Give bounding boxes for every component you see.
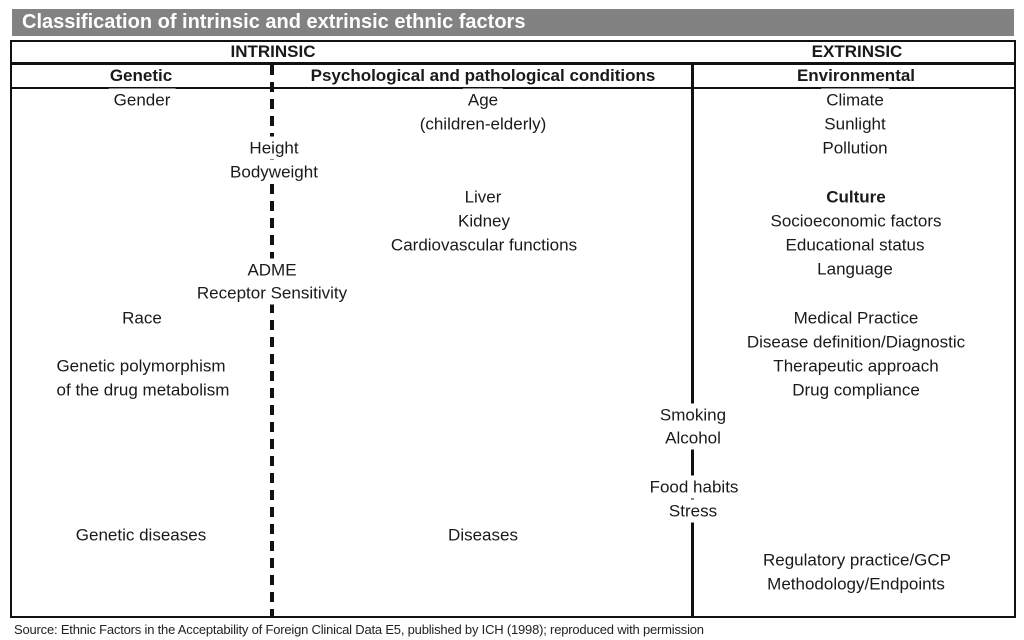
label-height: Height [244,136,304,160]
label-age-range: (children-elderly) [414,112,552,136]
label-receptor-sensitivity: Receptor Sensitivity [191,281,353,305]
label-stress: Stress [663,499,723,523]
label-age: Age [462,88,504,112]
label-educational-status: Educational status [780,233,930,257]
label-food-habits: Food habits [644,475,744,499]
label-regulatory-practice-gcp: Regulatory practice/GCP [757,548,957,572]
label-alcohol: Alcohol [660,426,726,450]
label-genetic-polymorphism-line1: Genetic polymorphism [51,354,231,378]
genetic-column-header: Genetic [109,66,173,85]
label-language: Language [812,257,898,281]
header-divider-line-2 [10,87,1016,89]
source-attribution: Source: Ethnic Factors in the Acceptabil… [14,622,704,637]
label-pollution: Pollution [817,136,893,160]
label-diseases: Diseases [443,523,523,547]
label-sunlight: Sunlight [819,112,891,136]
label-methodology-endpoints: Methodology/Endpoints [762,572,950,596]
environmental-column-header: Environmental [796,66,916,85]
intrinsic-extrinsic-divider-line [691,65,694,616]
label-socioeconomic-factors: Socioeconomic factors [765,209,947,233]
label-smoking: Smoking [654,403,732,427]
label-genetic-diseases: Genetic diseases [70,523,212,547]
label-bodyweight: Bodyweight [225,160,323,184]
label-disease-definition-diagnostic: Disease definition/Diagnostic [741,330,971,354]
label-therapeutic-approach: Therapeutic approach [768,354,944,378]
figure-title-bar: Classification of intrinsic and extrinsi… [12,9,1014,36]
label-climate: Climate [821,88,889,112]
label-adme: ADME [242,258,302,282]
intrinsic-header: INTRINSIC [230,42,316,61]
label-drug-compliance: Drug compliance [787,378,925,402]
figure-title: Classification of intrinsic and extrinsi… [22,11,526,33]
genetic-psychological-dashed-divider-line [270,65,274,616]
label-liver: Liver [459,185,507,209]
label-gender: Gender [108,88,176,112]
label-medical-practice: Medical Practice [788,306,924,330]
header-divider-line-1 [10,62,1016,65]
label-genetic-polymorphism-line2: of the drug metabolism [51,378,235,402]
label-culture: Culture [821,185,891,209]
extrinsic-header: EXTRINSIC [811,42,903,61]
psychological-column-header: Psychological and pathological condition… [310,66,656,85]
label-kidney: Kidney [453,209,515,233]
label-race: Race [117,306,167,330]
label-cardiovascular-functions: Cardiovascular functions [385,233,583,257]
